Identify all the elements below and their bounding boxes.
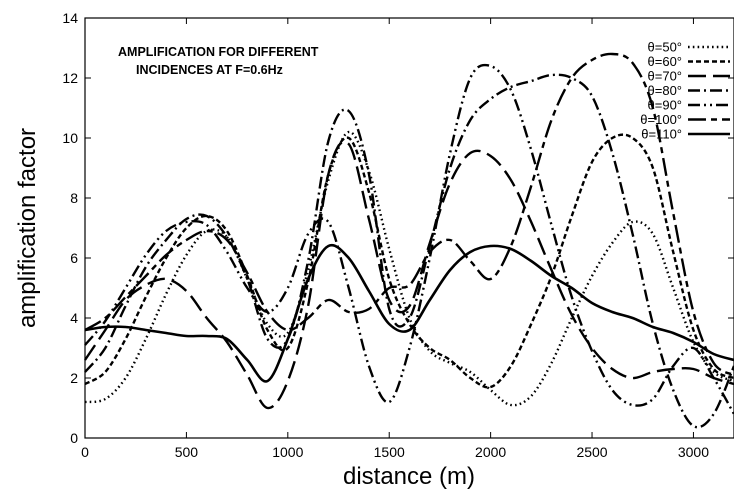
axes: 0 500 1000 1500 2000 2500 3000 0 2 4 6 8 10 12 14	[62, 10, 734, 460]
x-tick-label: 1500	[374, 444, 405, 460]
x-tick-label: 500	[175, 444, 199, 460]
legend-label-5: θ=100°	[640, 112, 682, 127]
plot-frame	[84, 17, 734, 439]
series-line-2	[84, 140, 734, 410]
y-tick-label: 0	[70, 430, 78, 446]
series-group	[84, 52, 734, 429]
y-axis-label: amplification factor	[14, 128, 41, 328]
x-tick-label: 0	[81, 444, 89, 460]
legend: θ=50°θ=60°θ=70°θ=80°θ=90°θ=100°θ=110°	[640, 40, 730, 142]
legend-label-6: θ=110°	[641, 127, 682, 142]
series-line-0	[84, 130, 734, 407]
y-tick-label: 14	[62, 10, 78, 26]
annotation-line-2: INCIDENCES AT F=0.6Hz	[136, 63, 283, 77]
x-tick-label: 3000	[678, 444, 709, 460]
series-line-6	[84, 243, 734, 383]
y-tick-label: 6	[70, 250, 78, 266]
x-axis-label: distance (m)	[343, 463, 475, 490]
legend-label-0: θ=50°	[648, 40, 682, 55]
x-tick-label: 2000	[475, 444, 506, 460]
y-tick-label: 2	[70, 370, 78, 386]
legend-label-4: θ=90°	[648, 98, 682, 113]
legend-label-3: θ=80°	[648, 83, 682, 98]
chart-annotation: AMPLIFICATION FOR DIFFERENT INCIDENCES A…	[118, 45, 319, 77]
y-tick-label: 4	[70, 310, 78, 326]
x-tick-label: 2500	[576, 444, 607, 460]
series-line-5	[84, 52, 734, 377]
series-line-4	[84, 63, 734, 415]
y-tick-label: 10	[62, 130, 78, 146]
y-tick-label: 12	[62, 70, 78, 86]
annotation-line-1: AMPLIFICATION FOR DIFFERENT	[118, 45, 319, 59]
series-line-1	[84, 133, 734, 389]
y-tick-label: 8	[70, 190, 78, 206]
series-line-3	[84, 73, 734, 429]
legend-label-2: θ=70°	[648, 69, 682, 84]
legend-label-1: θ=60°	[648, 54, 682, 69]
x-tick-label: 1000	[272, 444, 303, 460]
